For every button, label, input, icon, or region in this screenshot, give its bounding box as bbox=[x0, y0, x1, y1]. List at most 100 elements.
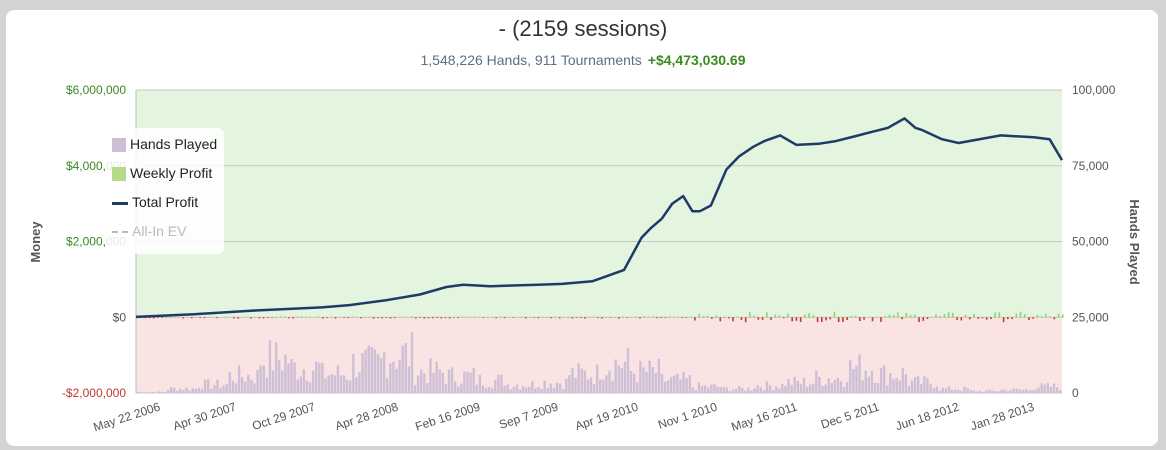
weekly-profit-bar bbox=[165, 316, 168, 318]
hands-bar bbox=[904, 374, 908, 393]
x-tick-label: Jun 18 2012 bbox=[894, 399, 961, 433]
hands-bar bbox=[413, 385, 417, 393]
hands-bar bbox=[562, 389, 565, 393]
weekly-profit-bar bbox=[677, 316, 679, 318]
weekly-profit-bar bbox=[317, 316, 320, 318]
hands-bar bbox=[913, 377, 917, 393]
hands-bar bbox=[432, 372, 435, 393]
legend-item-allin-ev[interactable]: All-In EV bbox=[112, 223, 186, 239]
x-tick-label: Nov 1 2010 bbox=[656, 399, 719, 431]
legend-item-weekly-profit[interactable]: Weekly Profit bbox=[112, 165, 212, 182]
hands-bar bbox=[793, 376, 796, 393]
hands-bar bbox=[1052, 383, 1056, 393]
weekly-profit-bar bbox=[300, 316, 303, 318]
hands-bar bbox=[407, 366, 411, 393]
hands-bar bbox=[852, 368, 855, 393]
weekly-profit-bar bbox=[288, 317, 290, 319]
hands-bar bbox=[663, 381, 667, 393]
weekly-profit-bar bbox=[812, 315, 815, 318]
weekly-profit-bar bbox=[723, 317, 726, 318]
hands-bar bbox=[608, 370, 611, 393]
weekly-profit-bar bbox=[749, 312, 751, 318]
weekly-profit-bar bbox=[736, 316, 739, 318]
hands-bar bbox=[481, 385, 485, 393]
hands-bar bbox=[200, 389, 204, 393]
weekly-profit-bar bbox=[415, 317, 417, 319]
hands-bar bbox=[315, 361, 318, 393]
hands-bar bbox=[401, 345, 404, 393]
weekly-profit-bar bbox=[1019, 311, 1022, 318]
weekly-profit-bar bbox=[482, 317, 485, 318]
hands-bar bbox=[762, 390, 766, 393]
hands-bar bbox=[842, 387, 846, 393]
hands-bar bbox=[861, 380, 864, 393]
weekly-profit-bar bbox=[224, 316, 227, 318]
hands-bar bbox=[1031, 390, 1034, 393]
hands-bar bbox=[518, 389, 522, 393]
weekly-profit-bar bbox=[1028, 317, 1030, 321]
hands-bar bbox=[253, 383, 256, 393]
weekly-profit-bar bbox=[930, 316, 933, 318]
weekly-profit-bar bbox=[152, 317, 155, 319]
hands-bar bbox=[478, 374, 482, 393]
hands-bar bbox=[358, 372, 361, 393]
weekly-profit-bar bbox=[943, 314, 946, 318]
hands-bar bbox=[889, 373, 892, 393]
hands-bar bbox=[790, 385, 793, 393]
weekly-profit-bar bbox=[660, 317, 662, 319]
hands-bar bbox=[917, 376, 920, 393]
hands-bar bbox=[605, 375, 608, 393]
weekly-profit-bar bbox=[859, 317, 861, 322]
hands-bar bbox=[515, 384, 519, 393]
hands-bar bbox=[210, 388, 213, 393]
hands-bar bbox=[741, 387, 744, 393]
hands-bar bbox=[219, 387, 222, 393]
hands-bar bbox=[225, 383, 228, 393]
weekly-profit-bar bbox=[880, 317, 882, 322]
hands-bar bbox=[734, 388, 738, 393]
hands-bar bbox=[1043, 384, 1046, 393]
hands-bar bbox=[262, 365, 265, 393]
hands-bar bbox=[327, 375, 330, 393]
hands-bar bbox=[719, 387, 722, 393]
hands-bar bbox=[941, 387, 945, 393]
weekly-profit-bar bbox=[689, 316, 692, 318]
hands-bar bbox=[994, 391, 997, 393]
left-axis-title: Money bbox=[28, 221, 43, 263]
weekly-profit-bar bbox=[334, 317, 337, 319]
hands-bar bbox=[679, 379, 682, 393]
legend-item-hands-played[interactable]: Hands Played bbox=[112, 136, 217, 153]
legend-label-allin: All-In EV bbox=[132, 223, 187, 239]
weekly-profit-bar bbox=[820, 317, 823, 323]
legend-item-total-profit[interactable]: Total Profit bbox=[112, 194, 198, 210]
weekly-profit-bar bbox=[706, 315, 709, 318]
legend-label-total: Total Profit bbox=[132, 194, 199, 210]
hands-bar bbox=[207, 379, 210, 393]
weekly-profit-bar bbox=[245, 317, 248, 318]
hands-bar bbox=[855, 365, 858, 393]
hands-bar bbox=[565, 378, 568, 393]
hands-bar bbox=[960, 390, 963, 393]
right-tick-label: 50,000 bbox=[1072, 235, 1109, 249]
weekly-profit-bar bbox=[672, 316, 675, 318]
weekly-profit-bar bbox=[626, 317, 629, 318]
hands-bar bbox=[179, 388, 182, 393]
hands-bar bbox=[472, 367, 475, 393]
x-tick-label: Oct 29 2007 bbox=[250, 399, 317, 433]
weekly-profit-bar bbox=[182, 317, 185, 319]
hands-bar bbox=[731, 389, 735, 393]
hands-bar bbox=[642, 367, 645, 393]
weekly-profit-bar bbox=[956, 317, 958, 320]
weekly-profit-bar bbox=[939, 315, 941, 318]
weekly-profit-bar bbox=[782, 317, 785, 319]
weekly-profit-bar bbox=[279, 316, 282, 318]
weekly-profit-bar bbox=[491, 317, 493, 318]
subtitle-stats: 1,548,226 Hands, 911 Tournaments bbox=[420, 52, 642, 68]
weekly-profit-bar bbox=[372, 317, 375, 319]
hands-bar bbox=[487, 387, 491, 393]
weekly-profit-bar bbox=[833, 311, 836, 318]
hands-bar bbox=[691, 387, 695, 393]
weekly-profit-bar bbox=[795, 317, 798, 321]
weekly-profit-bar bbox=[448, 317, 451, 319]
hands-bar bbox=[509, 389, 512, 393]
